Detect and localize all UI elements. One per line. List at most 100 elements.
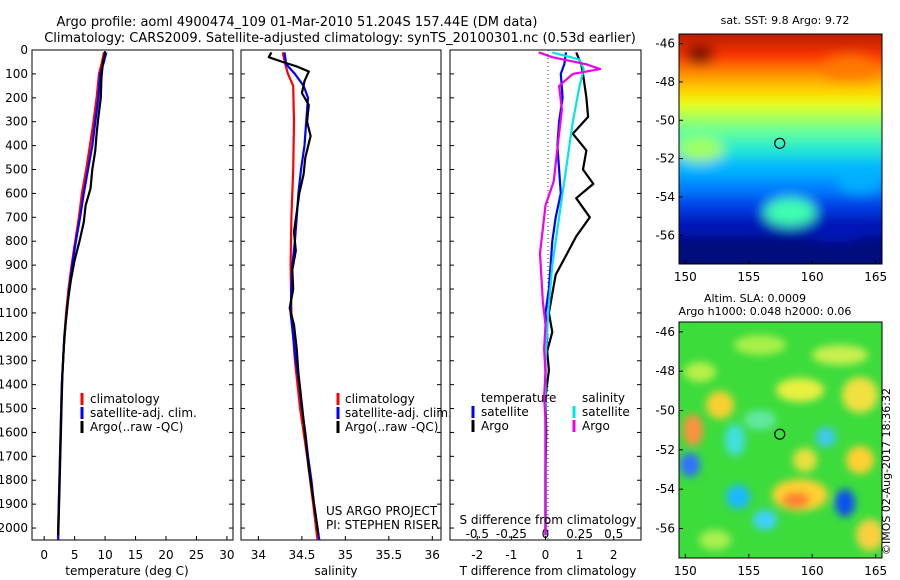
x-tick-label: 34	[251, 548, 266, 562]
argo-position-circle	[774, 137, 786, 149]
lat-tick-label: -50	[655, 113, 675, 127]
legend-label-t-satellite: satellite	[481, 405, 529, 419]
depth-tick-label: 900	[5, 258, 28, 272]
legend-label-satellite: satellite-adj. clim.	[345, 406, 452, 420]
lat-tick-label: -50	[655, 404, 675, 418]
series-line-salinity-satellite	[544, 51, 585, 536]
s-diff-tick-label: 0.5	[604, 527, 623, 541]
salinity-axis-ticks: 34 34.5 35 35.5 36	[241, 49, 441, 562]
salinity-panel-frame	[240, 49, 442, 541]
x-tick-label: 35.5	[375, 548, 402, 562]
imos-timestamp: ©IMOS 02-Aug-2017 18:36:32	[880, 388, 893, 555]
lon-tick-label: 150	[674, 564, 697, 578]
s-difference-axis-label: S difference from climatology	[460, 513, 637, 527]
series-line-satellite-adj-clim	[57, 52, 108, 540]
depth-tick-label: 700	[5, 210, 28, 224]
temperature-panel-frame	[31, 49, 234, 541]
depth-tick-label: 2000	[0, 521, 28, 535]
depth-tick-label: 1700	[0, 449, 28, 463]
lat-tick-label: -46	[655, 37, 675, 51]
lat-tick-label: -48	[655, 75, 675, 89]
legend-label-climatology: climatology	[345, 392, 415, 406]
x-tick-label: 15	[128, 548, 143, 562]
lat-tick-label: -52	[655, 443, 675, 457]
sla-heatmap	[679, 322, 882, 558]
sla-map-subtitle: Argo h1000: 0.048 h2000: 0.06	[679, 305, 852, 318]
temperature-axis-label: temperature (deg C)	[65, 564, 188, 578]
lon-tick-label: 165	[864, 270, 887, 284]
legend-title-salinity: salinity	[582, 391, 625, 405]
t-difference-axis-label: T difference from climatology	[459, 564, 637, 578]
project-line-2: PI: STEPHEN RISER	[326, 518, 439, 532]
depth-tick-label: 1000	[0, 282, 28, 296]
project-line-1: US ARGO PROJECT	[326, 504, 438, 518]
depth-tick-label: 100	[5, 67, 28, 81]
depth-tick-label: 1100	[0, 306, 28, 320]
x-tick-label: 5	[71, 548, 79, 562]
depth-tick-label: 300	[5, 115, 28, 129]
depth-tick-label: 800	[5, 234, 28, 248]
x-tick-label: 25	[189, 548, 204, 562]
depth-tick-label: 1200	[0, 330, 28, 344]
lon-tick-label: 155	[737, 564, 760, 578]
sst-map-frame	[678, 33, 883, 265]
argo-position-circle	[774, 428, 786, 440]
s-diff-tick-label: -0.25	[496, 527, 527, 541]
lat-tick-label: -56	[655, 522, 675, 536]
difference-profile-lines	[538, 51, 602, 536]
header-line-1: Argo profile: aoml 4900474_109 01-Mar-20…	[57, 15, 538, 30]
lat-tick-label: -56	[655, 228, 675, 242]
depth-tick-label: 1900	[0, 497, 28, 511]
series-line-climatology	[281, 52, 319, 540]
sla-map-frame	[678, 321, 883, 559]
series-line-temperature-satellite	[544, 52, 568, 536]
lat-tick-label: -54	[655, 190, 675, 204]
salinity-legend: climatology satellite-adj. clim. Argo(..…	[336, 392, 452, 434]
legend-label-t-argo: Argo	[481, 419, 509, 433]
depth-tick-label: 200	[5, 91, 28, 105]
legend-label-argo: Argo(..raw -QC)	[345, 420, 438, 434]
sst-heatmap	[679, 34, 882, 264]
salinity-axis-label: salinity	[314, 564, 357, 578]
x-tick-label: 20	[158, 548, 173, 562]
s-diff-tick-label: -0.5	[466, 527, 489, 541]
x-tick-label: 0	[40, 548, 48, 562]
depth-tick-label: 1600	[0, 425, 28, 439]
x-tick-label: 30	[219, 548, 234, 562]
x-tick-label: 2	[610, 548, 618, 562]
legend-label-satellite: satellite-adj. clim.	[90, 406, 197, 420]
sst-argo-location-marker	[774, 137, 786, 149]
depth-tick-label: 1300	[0, 354, 28, 368]
series-line-satellite-adj-clim	[283, 52, 321, 540]
series-line-argo-raw-qc	[57, 51, 107, 536]
lon-tick-label: 160	[801, 564, 824, 578]
lon-tick-label: 160	[801, 270, 824, 284]
difference-legend: temperature satellite Argo salinity sate…	[471, 391, 630, 433]
legend-label-s-satellite: satellite	[582, 405, 630, 419]
depth-tick-label: 600	[5, 186, 28, 200]
sla-map-ticks: 150 155 160 165 -46 -48 -50 -52 -54 -56	[655, 325, 887, 578]
temperature-profile-lines	[57, 51, 108, 540]
temperature-legend: climatology satellite-adj. clim. Argo(..…	[80, 392, 197, 434]
sla-argo-location-marker	[774, 428, 786, 440]
depth-tick-label: 400	[5, 139, 28, 153]
depth-tick-label: 0	[20, 43, 28, 57]
depth-tick-label: 1800	[0, 473, 28, 487]
lat-tick-label: -48	[655, 364, 675, 378]
legend-label-argo: Argo(..raw -QC)	[90, 420, 183, 434]
lon-tick-label: 150	[674, 270, 697, 284]
temperature-axis-ticks: 0100200300400500600700800900100011001200…	[0, 43, 235, 562]
lon-tick-label: 165	[864, 564, 887, 578]
lat-tick-label: -46	[655, 325, 675, 339]
lat-tick-label: -54	[655, 482, 675, 496]
lon-tick-label: 155	[737, 270, 760, 284]
x-tick-label: 34.5	[289, 548, 316, 562]
x-tick-label: -2	[471, 548, 483, 562]
series-line-argo-raw-qc	[267, 51, 320, 536]
x-tick-label: 0	[542, 548, 550, 562]
salinity-profile-lines	[267, 51, 321, 540]
depth-tick-label: 1500	[0, 402, 28, 416]
lat-tick-label: -52	[655, 152, 675, 166]
x-tick-label: 10	[97, 548, 112, 562]
